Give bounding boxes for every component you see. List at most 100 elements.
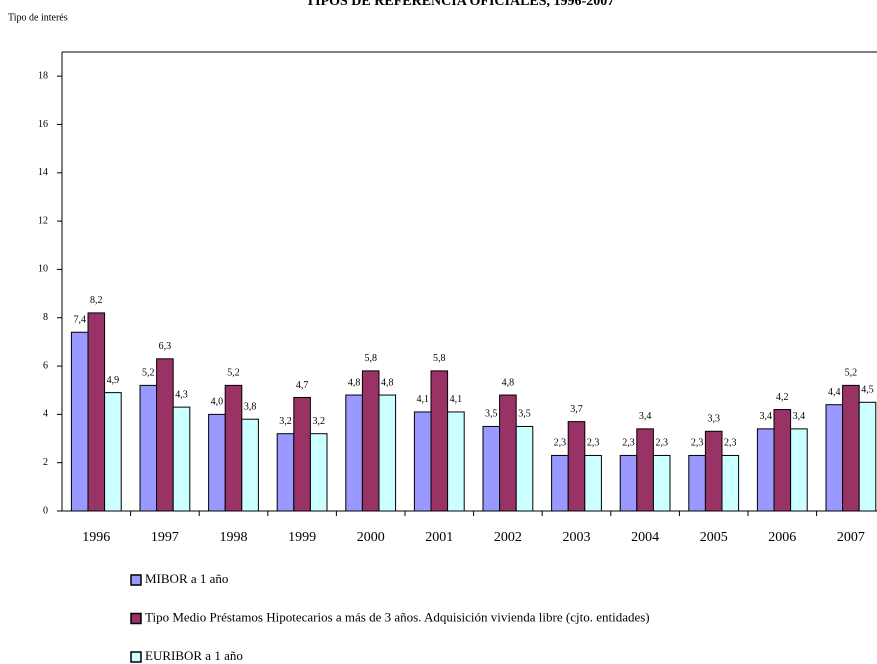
bar <box>309 433 328 512</box>
value-label: 4,1 <box>416 394 429 405</box>
value-label: 2,3 <box>691 438 704 449</box>
value-label: 4,8 <box>381 377 394 388</box>
bar <box>688 454 706 512</box>
x-tick-label: 2006 <box>768 530 796 545</box>
value-label: 4,4 <box>828 387 841 398</box>
bar <box>584 454 602 512</box>
bar <box>567 421 586 512</box>
value-label: 2,3 <box>587 438 600 449</box>
bar <box>208 413 226 512</box>
value-label: 2,3 <box>554 438 567 449</box>
value-label: 4,2 <box>776 392 789 403</box>
value-label: 4,5 <box>861 385 874 396</box>
bar <box>551 454 569 512</box>
value-label: 8,2 <box>90 295 103 306</box>
y-tick-label: 2 <box>43 457 48 468</box>
bar <box>499 394 517 512</box>
value-label: 4,3 <box>175 389 188 400</box>
y-axis-label: Tipo de interés <box>8 12 68 23</box>
value-label: 3,2 <box>279 416 292 427</box>
value-label: 7,4 <box>73 315 86 326</box>
value-label: 3,3 <box>707 414 720 425</box>
x-tick-label: 2003 <box>563 530 591 545</box>
value-label: 3,2 <box>312 416 325 427</box>
x-tick-label: 1999 <box>288 530 316 545</box>
value-label: 3,5 <box>518 409 531 420</box>
bar <box>413 411 432 512</box>
value-label: 4,0 <box>211 397 224 408</box>
bar <box>276 433 295 512</box>
x-tick-label: 1996 <box>82 530 110 545</box>
bar <box>139 384 158 512</box>
bar <box>156 358 174 512</box>
legend-swatch <box>130 651 142 663</box>
value-label: 4,9 <box>107 375 120 386</box>
bar <box>773 409 792 512</box>
bar <box>858 401 877 512</box>
bar <box>704 430 723 512</box>
bar <box>825 404 844 512</box>
value-label: 2,3 <box>655 438 668 449</box>
legend-swatch <box>130 574 142 586</box>
bar <box>790 428 808 512</box>
value-label: 4,7 <box>296 380 309 391</box>
value-label: 4,8 <box>502 377 515 388</box>
bar <box>636 428 654 512</box>
y-tick-label: 10 <box>38 264 48 275</box>
value-label: 5,2 <box>845 368 858 379</box>
value-label: 3,4 <box>639 411 652 422</box>
x-tick-label: 2002 <box>494 530 522 545</box>
y-tick-label: 14 <box>38 167 48 178</box>
legend-label: EURIBOR a 1 año <box>145 648 243 663</box>
bar <box>224 384 243 512</box>
y-tick-label: 0 <box>43 505 48 516</box>
y-tick-label: 8 <box>43 312 48 323</box>
bar <box>345 394 363 512</box>
value-label: 5,2 <box>142 368 155 379</box>
bar <box>619 454 638 512</box>
x-tick-label: 1998 <box>220 530 248 545</box>
bar <box>378 394 397 512</box>
y-tick-label: 4 <box>43 409 48 420</box>
value-label: 4,1 <box>450 394 463 405</box>
bar <box>361 370 380 512</box>
legend-label: MIBOR a 1 año <box>145 571 228 586</box>
x-tick-label: 2005 <box>700 530 728 545</box>
value-label: 5,8 <box>364 353 377 364</box>
value-label: 2,3 <box>622 438 635 449</box>
x-tick-label: 1997 <box>151 530 179 545</box>
bar <box>430 370 449 512</box>
value-label: 4,8 <box>348 377 361 388</box>
bar <box>172 406 191 512</box>
bar <box>293 396 311 512</box>
x-tick-label: 2007 <box>837 530 865 545</box>
value-label: 3,8 <box>244 401 257 412</box>
value-label: 3,4 <box>793 411 806 422</box>
y-tick-label: 18 <box>38 70 48 81</box>
value-label: 2,3 <box>724 438 737 449</box>
bar <box>756 428 775 512</box>
chart-title: TIPOS DE REFERENCIA OFICIALES, 1996-2007 <box>306 0 614 9</box>
x-tick-label: 2001 <box>425 530 453 545</box>
bar <box>241 418 259 512</box>
bar <box>447 411 465 512</box>
bar <box>70 331 89 512</box>
value-label: 3,4 <box>759 411 772 422</box>
bar <box>842 384 860 512</box>
bar <box>87 312 106 512</box>
value-label: 3,5 <box>485 409 498 420</box>
legend-swatch <box>130 612 142 625</box>
x-tick-label: 2000 <box>357 530 385 545</box>
bar <box>104 392 122 512</box>
legend-label: Tipo Medio Préstamos Hipotecarios a más … <box>145 609 650 624</box>
y-tick-label: 16 <box>38 119 48 130</box>
value-label: 5,2 <box>227 368 240 379</box>
bar <box>652 454 671 512</box>
value-label: 6,3 <box>159 341 172 352</box>
y-tick-label: 6 <box>43 360 48 371</box>
bar <box>515 425 534 512</box>
bar <box>721 454 740 512</box>
x-tick-label: 2004 <box>631 530 659 545</box>
bar <box>482 425 501 512</box>
